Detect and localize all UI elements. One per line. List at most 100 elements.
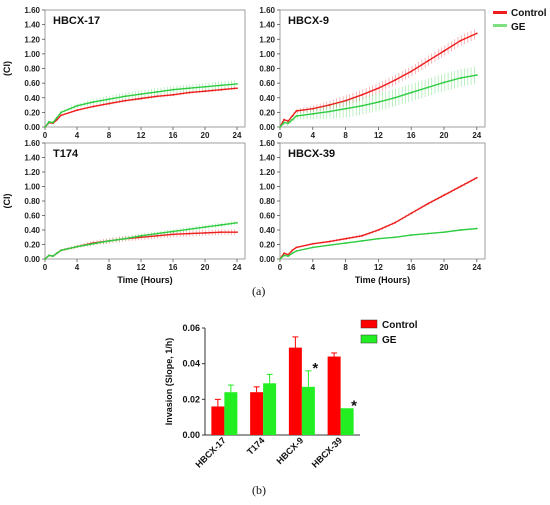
y-tick-label: 0.20 xyxy=(259,241,275,250)
data-point-control xyxy=(475,176,478,179)
x-tick-label: 12 xyxy=(374,131,383,140)
x-tick-label: 24 xyxy=(472,131,481,140)
y-tick-label: 0.00 xyxy=(24,255,40,264)
legend-bottom: Control GE xyxy=(360,319,418,346)
bar-ge xyxy=(340,408,354,435)
figure-label-a: (a) xyxy=(252,284,265,298)
legend-top: Control GE xyxy=(493,8,547,33)
x-axis-label: Time (Hours) xyxy=(117,275,172,285)
legend-bar-ge-label: GE xyxy=(382,335,397,346)
data-point-ge xyxy=(204,85,206,88)
data-point-control xyxy=(291,115,294,117)
series-line-ge xyxy=(279,227,477,260)
data-point-ge xyxy=(92,101,94,104)
data-point-control xyxy=(92,105,94,108)
data-point-ge xyxy=(60,111,62,114)
data-point-control xyxy=(204,90,206,93)
data-point-ge xyxy=(393,96,396,99)
data-point-control xyxy=(220,231,222,234)
data-point-ge xyxy=(459,77,462,79)
data-point-ge xyxy=(124,237,126,240)
y-tick-label: 0.02 xyxy=(182,394,200,404)
y-tick-label: 0.04 xyxy=(182,359,200,369)
y-tick-label: 1.00 xyxy=(259,183,275,192)
y-tick-label: 1.40 xyxy=(259,21,275,30)
x-tick-label: 16 xyxy=(407,131,416,140)
y-tick-label: 1.20 xyxy=(24,35,40,44)
x-tick-label: 0 xyxy=(43,263,48,272)
data-point-ge xyxy=(283,121,285,124)
data-point-ge xyxy=(291,118,294,121)
data-point-ge xyxy=(44,126,46,128)
data-point-control xyxy=(443,50,445,52)
data-point-control xyxy=(361,93,363,96)
legend-ge-label: GE xyxy=(511,22,526,33)
data-point-control xyxy=(172,93,174,96)
bar-control xyxy=(288,347,302,435)
data-point-ge xyxy=(76,104,78,107)
legend-bar-control-label: Control xyxy=(382,320,418,331)
data-point-control xyxy=(426,60,429,63)
y-tick-label: 0.40 xyxy=(259,226,275,235)
x-tick-label: 20 xyxy=(440,131,449,140)
data-point-control xyxy=(377,229,380,231)
data-point-control xyxy=(328,240,331,243)
category-label: HBCX-9 xyxy=(275,435,306,466)
data-point-ge xyxy=(60,249,62,252)
data-point-ge xyxy=(156,232,158,235)
data-point-control xyxy=(156,234,158,237)
figure-label-b: (b) xyxy=(252,483,266,497)
line-panel-hbcx-9: 1.60 1.40 1.20 1.00 0.80 0.60 0.40 0.20 0.000 4 8 1… xyxy=(259,6,486,140)
data-point-ge xyxy=(76,245,78,248)
y-axis-label: (CI) xyxy=(2,61,12,76)
data-point-ge xyxy=(443,81,445,84)
y-tick-label: 0.60 xyxy=(259,79,275,88)
data-point-control xyxy=(283,252,285,255)
data-point-ge xyxy=(295,250,298,252)
data-point-ge xyxy=(426,232,429,235)
y-tick-label: 1.60 xyxy=(24,139,40,148)
data-point-ge xyxy=(44,258,46,260)
x-tick-label: 0 xyxy=(43,131,48,140)
y-tick-label: 0.00 xyxy=(182,430,200,440)
data-point-ge xyxy=(188,228,190,231)
data-point-ge xyxy=(52,255,54,257)
series-line-control xyxy=(44,87,238,128)
line-panel-hbcx-39: 1.60 1.40 1.20 1.00 0.80 0.60 0.40 0.20 0.000 4 8 1… xyxy=(259,139,486,285)
legend-control-swatch xyxy=(493,11,507,14)
y-tick-label: 1.20 xyxy=(259,168,275,177)
data-point-ge xyxy=(140,234,142,237)
data-point-ge xyxy=(48,120,50,123)
data-point-ge xyxy=(279,126,281,128)
data-point-ge xyxy=(311,246,314,249)
data-point-control xyxy=(188,91,190,94)
data-point-ge xyxy=(459,229,462,231)
data-point-ge xyxy=(108,98,110,101)
bar-ge xyxy=(263,383,277,435)
plot-frame xyxy=(44,9,246,128)
x-tick-label: 0 xyxy=(278,131,283,140)
y-tick-label: 1.00 xyxy=(24,50,40,59)
data-point-ge xyxy=(156,91,158,93)
series-line-control xyxy=(279,177,478,260)
data-point-control xyxy=(283,118,285,121)
data-point-control xyxy=(60,114,62,117)
data-point-ge xyxy=(220,224,222,226)
data-point-ge xyxy=(92,242,94,245)
y-tick-label: 0.60 xyxy=(259,212,275,221)
x-tick-label: 12 xyxy=(137,263,146,272)
data-point-ge xyxy=(140,93,142,95)
data-point-ge xyxy=(410,91,413,94)
x-tick-label: 24 xyxy=(233,263,242,272)
significance-star: * xyxy=(312,360,318,377)
legend-ge-swatch xyxy=(493,24,507,27)
data-point-control xyxy=(156,95,158,98)
x-tick-label: 24 xyxy=(233,131,242,140)
data-point-control xyxy=(393,79,396,82)
bar-control xyxy=(327,356,341,435)
bar-control xyxy=(211,406,225,435)
legend-bar-ge-swatch xyxy=(360,334,378,344)
y-tick-label: 1.00 xyxy=(24,183,40,192)
data-point-control xyxy=(328,104,331,106)
